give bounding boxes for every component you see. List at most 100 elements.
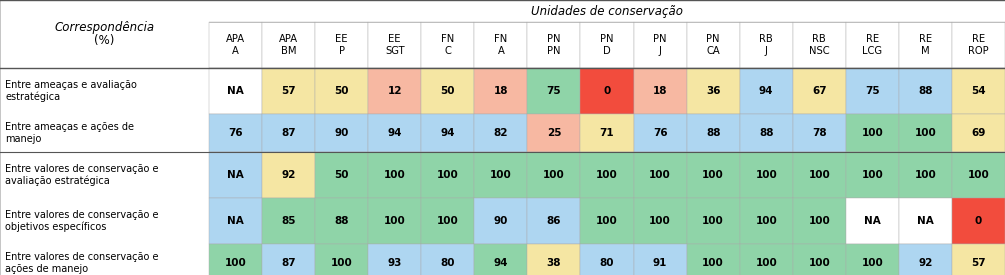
Text: 36: 36 [706, 86, 721, 96]
Text: 100: 100 [437, 216, 458, 226]
Text: 100: 100 [596, 170, 618, 180]
Bar [633, 244, 686, 275]
Bar [316, 198, 368, 244]
Text: 69: 69 [971, 128, 986, 138]
Bar [581, 114, 633, 152]
Text: 71: 71 [600, 128, 614, 138]
Bar [793, 244, 846, 275]
Bar [740, 22, 793, 68]
Bar [528, 152, 581, 198]
Text: 100: 100 [968, 170, 989, 180]
Bar [316, 114, 368, 152]
Text: PN
J: PN J [653, 34, 666, 56]
Bar [846, 22, 898, 68]
Bar [793, 152, 846, 198]
Bar [633, 152, 686, 198]
Bar [793, 198, 846, 244]
Text: Entre valores de conservação e
ações de manejo: Entre valores de conservação e ações de … [5, 252, 159, 274]
Bar [633, 22, 686, 68]
Text: Entre ameaças e avaliação
estratégica: Entre ameaças e avaliação estratégica [5, 80, 137, 102]
Bar [581, 22, 633, 68]
Text: 90: 90 [335, 128, 349, 138]
Bar [846, 244, 898, 275]
Bar [209, 198, 262, 244]
Text: 100: 100 [702, 216, 724, 226]
Bar [368, 152, 421, 198]
Text: 100: 100 [808, 216, 830, 226]
Text: 50: 50 [440, 86, 455, 96]
Bar [686, 244, 740, 275]
Text: 100: 100 [437, 170, 458, 180]
Text: 12: 12 [388, 86, 402, 96]
Text: 82: 82 [493, 128, 509, 138]
Bar [793, 68, 846, 114]
Bar [898, 114, 952, 152]
Bar [262, 22, 316, 68]
Text: 100: 100 [331, 258, 353, 268]
Bar [898, 152, 952, 198]
Bar [686, 198, 740, 244]
Bar [368, 198, 421, 244]
Text: 54: 54 [971, 86, 986, 96]
Bar [740, 244, 793, 275]
Text: 100: 100 [861, 258, 883, 268]
Text: APA
A: APA A [226, 34, 245, 56]
Bar [368, 68, 421, 114]
Text: 87: 87 [281, 128, 295, 138]
Bar [368, 244, 421, 275]
Bar [368, 114, 421, 152]
Text: PN
CA: PN CA [707, 34, 720, 56]
Text: 75: 75 [547, 86, 561, 96]
Text: 100: 100 [225, 258, 246, 268]
Bar [898, 244, 952, 275]
Text: 88: 88 [759, 128, 774, 138]
Text: 100: 100 [649, 170, 671, 180]
Text: FN
A: FN A [494, 34, 508, 56]
Bar [686, 68, 740, 114]
Bar [474, 114, 528, 152]
Text: 100: 100 [861, 170, 883, 180]
Bar [581, 244, 633, 275]
Bar [262, 114, 316, 152]
Bar [898, 22, 952, 68]
Text: NA: NA [917, 216, 934, 226]
Text: EE
SGT: EE SGT [385, 34, 405, 56]
Text: RB
NSC: RB NSC [809, 34, 829, 56]
Text: 100: 100 [861, 128, 883, 138]
Text: 100: 100 [596, 216, 618, 226]
Bar [633, 198, 686, 244]
Bar [581, 68, 633, 114]
Text: 93: 93 [388, 258, 402, 268]
Bar [952, 114, 1005, 152]
Bar [209, 152, 262, 198]
Bar [846, 198, 898, 244]
Text: Unidades de conservação: Unidades de conservação [531, 4, 683, 18]
Bar [528, 244, 581, 275]
Text: 100: 100 [756, 170, 777, 180]
Text: 80: 80 [600, 258, 614, 268]
Text: NA: NA [864, 216, 880, 226]
Bar [474, 68, 528, 114]
Bar [316, 152, 368, 198]
Bar [740, 198, 793, 244]
Text: 0: 0 [603, 86, 611, 96]
Text: 76: 76 [653, 128, 667, 138]
Bar [209, 0, 1005, 22]
Text: FN
C: FN C [441, 34, 454, 56]
Text: 100: 100 [915, 128, 937, 138]
Text: 100: 100 [702, 258, 724, 268]
Bar [686, 22, 740, 68]
Bar [740, 114, 793, 152]
Bar [262, 244, 316, 275]
Text: (%): (%) [94, 34, 115, 47]
Text: 90: 90 [493, 216, 509, 226]
Bar [846, 114, 898, 152]
Text: 100: 100 [702, 170, 724, 180]
Bar [421, 244, 474, 275]
Text: 88: 88 [919, 86, 933, 96]
Text: 57: 57 [971, 258, 986, 268]
Bar [421, 68, 474, 114]
Text: 0: 0 [975, 216, 982, 226]
Bar [209, 22, 262, 68]
Text: 100: 100 [384, 170, 406, 180]
